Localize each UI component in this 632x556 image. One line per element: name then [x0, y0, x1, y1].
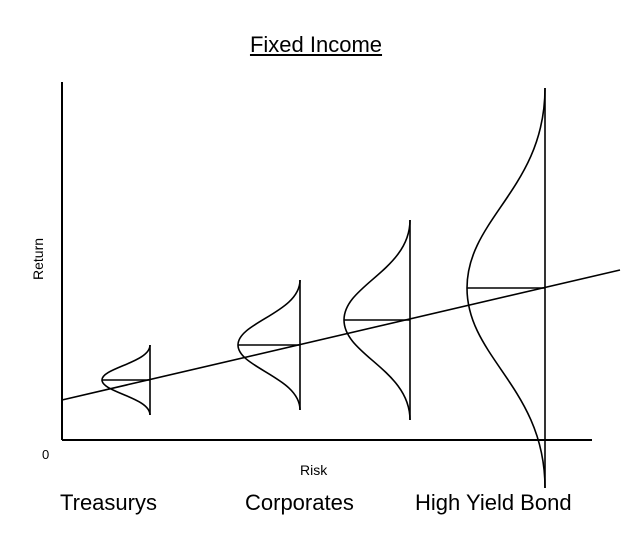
category-label-corporates: Corporates [245, 490, 354, 516]
category-label-treasurys: Treasurys [60, 490, 157, 516]
category-label-high-yield: High Yield Bond [415, 490, 572, 516]
chart-stage: Fixed Income Return Risk 0 Treasurys Cor… [0, 0, 632, 556]
chart-svg [0, 0, 632, 556]
